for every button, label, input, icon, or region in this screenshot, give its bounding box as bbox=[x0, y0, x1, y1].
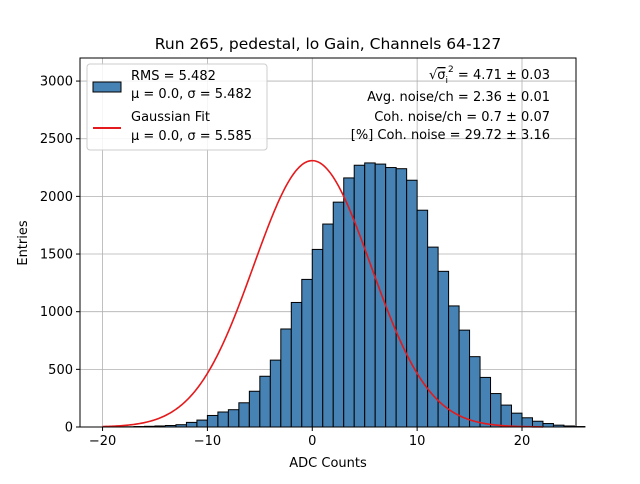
histogram-bar-36 bbox=[480, 377, 490, 427]
y-tick-label-4: 2000 bbox=[40, 190, 73, 205]
annotation-avg-noise: Avg. noise/ch = 2.36 ± 0.01 bbox=[367, 90, 550, 105]
histogram-bar-11 bbox=[218, 412, 228, 427]
y-tick-label-0: 0 bbox=[65, 421, 73, 436]
histogram-bar-8 bbox=[186, 422, 196, 427]
histogram-bar-34 bbox=[459, 330, 469, 427]
annotation-subscript: i bbox=[446, 76, 449, 86]
annotation-coh-noise-percent: [%] Coh. noise = 29.72 ± 3.16 bbox=[351, 128, 550, 143]
histogram-bar-38 bbox=[501, 405, 511, 427]
histogram-bar-22 bbox=[333, 202, 343, 427]
legend: RMS = 5.482 μ = 0.0, σ = 5.482 Gaussian … bbox=[87, 64, 267, 150]
histogram-bar-30 bbox=[417, 210, 427, 427]
histogram-bar-33 bbox=[449, 306, 459, 427]
legend-histogram-swatch bbox=[93, 82, 121, 92]
y-tick-label-6: 3000 bbox=[40, 75, 73, 90]
y-tick-label-3: 1500 bbox=[40, 248, 73, 263]
annotation-sigma-symbol: σ bbox=[437, 68, 445, 83]
x-tick-label-0: −20 bbox=[89, 434, 116, 449]
histogram-bar-10 bbox=[207, 415, 217, 427]
histogram-bar-26 bbox=[375, 164, 385, 427]
y-axis-label: Entries bbox=[16, 220, 31, 266]
legend-fit-label: Gaussian Fit bbox=[131, 110, 210, 125]
histogram-bar-37 bbox=[491, 394, 501, 427]
histogram-bar-15 bbox=[260, 376, 270, 427]
y-tick-label-2: 1000 bbox=[40, 305, 73, 320]
histogram-bar-39 bbox=[512, 413, 522, 427]
histogram-bar-18 bbox=[291, 302, 301, 427]
y-tick-label-1: 500 bbox=[48, 363, 73, 378]
chart-title: Run 265, pedestal, lo Gain, Channels 64-… bbox=[155, 35, 501, 53]
x-tick-label-3: 10 bbox=[409, 434, 426, 449]
histogram-bar-16 bbox=[270, 360, 280, 427]
histogram-bar-35 bbox=[470, 357, 480, 427]
annotation-total-noise-value: = 4.71 ± 0.03 bbox=[454, 68, 550, 83]
x-axis-label: ADC Counts bbox=[289, 456, 367, 471]
histogram-bar-42 bbox=[543, 424, 553, 427]
histogram-bar-24 bbox=[354, 165, 364, 427]
x-tick-label-2: 0 bbox=[308, 434, 316, 449]
histogram-bar-20 bbox=[312, 249, 322, 427]
histogram-bar-40 bbox=[522, 418, 532, 427]
annotation-total-noise: √σi2 = 4.71 ± 0.03 bbox=[429, 65, 550, 86]
legend-fit-stats: μ = 0.0, σ = 5.585 bbox=[131, 129, 252, 144]
histogram-bar-28 bbox=[396, 169, 406, 427]
histogram-bar-32 bbox=[438, 271, 448, 427]
histogram-bar-29 bbox=[407, 180, 417, 427]
legend-histogram-label: RMS = 5.482 bbox=[131, 69, 216, 84]
x-tick-label-1: −10 bbox=[194, 434, 221, 449]
histogram-bar-25 bbox=[365, 163, 375, 427]
y-tick-label-5: 2500 bbox=[40, 132, 73, 147]
histogram-bar-27 bbox=[386, 168, 396, 427]
histogram-bar-14 bbox=[249, 391, 259, 427]
histogram-bar-17 bbox=[281, 329, 291, 427]
histogram-bar-19 bbox=[302, 279, 312, 427]
histogram-bar-9 bbox=[197, 420, 207, 427]
histogram-bar-13 bbox=[239, 403, 249, 427]
annotation-coh-noise: Coh. noise/ch = 0.7 ± 0.07 bbox=[374, 110, 550, 125]
x-tick-label-4: 20 bbox=[514, 434, 531, 449]
histogram-bar-12 bbox=[228, 410, 238, 427]
histogram-bar-21 bbox=[323, 224, 333, 427]
legend-histogram-stats: μ = 0.0, σ = 5.482 bbox=[131, 87, 252, 102]
